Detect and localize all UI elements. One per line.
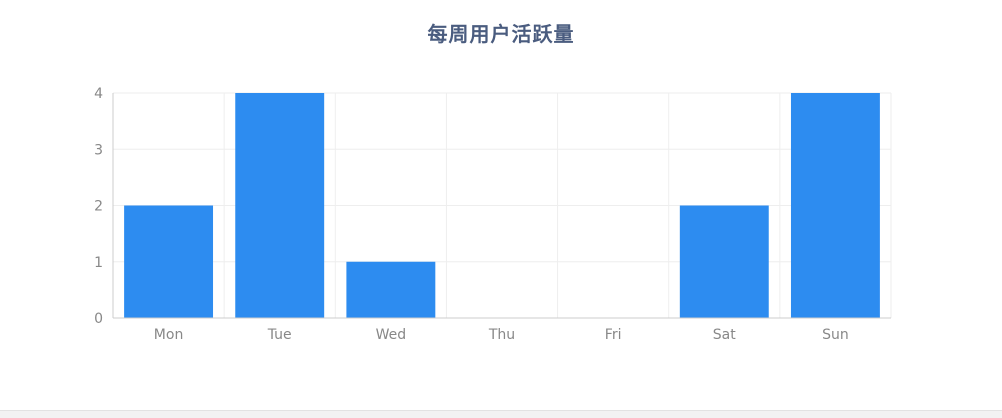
x-tick-label: Sat	[713, 327, 736, 343]
y-tick-label: 0	[94, 311, 103, 327]
bar-mon	[124, 205, 214, 318]
x-tick-label: Wed	[376, 327, 407, 343]
chart-title: 每周用户活跃量	[427, 22, 575, 46]
x-tick-label: Thu	[488, 327, 515, 343]
bar-tue	[235, 93, 325, 318]
y-tick-label: 3	[94, 142, 103, 158]
x-tick-label: Mon	[154, 327, 184, 343]
bar-sat	[679, 205, 769, 318]
y-tick-label: 2	[94, 199, 103, 215]
x-tick-label: Sun	[822, 327, 849, 343]
axis-layer: 0 1 2 3 4 Mon Tue Wed Thu Fri Sat Sun	[94, 86, 891, 343]
y-tick-label: 1	[94, 255, 103, 271]
grid-layer	[113, 92, 892, 318]
bar-wed	[346, 261, 436, 318]
x-tick-label: Tue	[267, 327, 292, 343]
x-tick-label: Fri	[605, 327, 622, 343]
y-tick-label: 4	[94, 86, 103, 102]
bottom-divider	[0, 410, 1002, 418]
bar-layer	[124, 93, 880, 318]
bar-sun	[790, 93, 880, 318]
